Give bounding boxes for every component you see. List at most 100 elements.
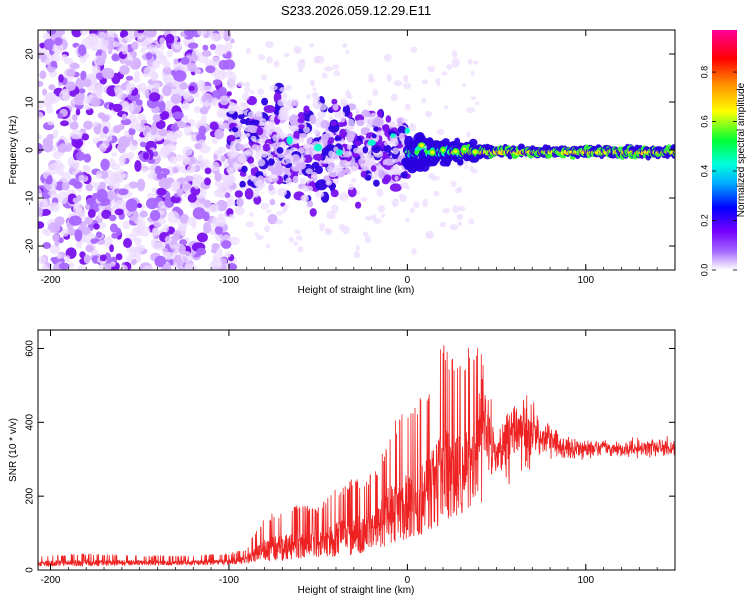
spectral-blob xyxy=(60,120,69,127)
spectral-blob xyxy=(175,154,183,162)
spectral-blob xyxy=(108,158,116,168)
spectral-blob xyxy=(101,140,110,149)
spectral-blob xyxy=(309,114,317,125)
spectral-blob xyxy=(274,160,284,173)
spectral-blob xyxy=(66,228,77,236)
spectral-blob xyxy=(138,82,147,92)
spectral-blob xyxy=(140,47,146,54)
spectral-blob xyxy=(121,43,129,55)
spectral-blob xyxy=(345,49,350,54)
y-tick-label: 0 xyxy=(25,147,36,153)
spectral-blob xyxy=(249,212,254,218)
spectral-blob xyxy=(241,92,250,101)
spectral-blob xyxy=(251,144,259,151)
spectral-blob xyxy=(241,151,247,156)
spectral-blob xyxy=(104,263,112,270)
spectral-blob xyxy=(451,50,458,58)
spectral-blob xyxy=(275,127,282,134)
spectral-blob xyxy=(85,244,95,252)
spectral-blob xyxy=(252,138,257,143)
spectral-blob xyxy=(297,117,305,124)
spectral-blob xyxy=(42,263,48,270)
spectral-blob xyxy=(87,209,96,218)
spectral-blob xyxy=(250,162,256,169)
spectral-blob xyxy=(280,141,286,148)
spectral-blob xyxy=(151,60,161,69)
spectral-blob xyxy=(95,170,102,179)
spectral-blob xyxy=(128,127,136,136)
spectral-blob xyxy=(295,162,307,170)
spectral-blob xyxy=(57,112,63,119)
spectral-blob xyxy=(148,92,161,102)
spectral-blob xyxy=(245,132,251,137)
spectral-blob xyxy=(218,86,227,96)
spectral-blob xyxy=(298,124,305,130)
spectral-blob xyxy=(373,126,379,132)
spectral-blob xyxy=(210,161,220,171)
spectral-blob xyxy=(72,197,80,204)
spectral-blob xyxy=(102,126,109,134)
spectral-blob xyxy=(443,105,449,110)
spectral-blob xyxy=(44,228,52,237)
spectral-blob xyxy=(108,129,115,137)
spectral-blob xyxy=(385,115,392,123)
spectral-blob xyxy=(260,202,269,210)
spectral-blob xyxy=(173,58,179,65)
spectral-blob xyxy=(239,180,246,188)
spectral-blob xyxy=(120,30,129,37)
spectral-blob xyxy=(38,188,42,199)
spectral-blob xyxy=(73,93,84,106)
spectral-blob xyxy=(182,100,189,109)
spectral-blob xyxy=(404,103,411,111)
spectral-blob xyxy=(303,105,310,114)
spectral-blob xyxy=(147,44,158,55)
spectral-blob xyxy=(194,143,202,150)
spectral-blob xyxy=(149,125,158,136)
spectral-blob xyxy=(38,199,48,210)
spectral-blob xyxy=(250,175,256,182)
spectral-blob xyxy=(246,151,252,155)
spectral-blob xyxy=(154,255,167,268)
spectral-blob xyxy=(676,151,678,155)
spectral-blob xyxy=(47,222,61,233)
spectral-blob xyxy=(238,131,247,140)
spectral-blob xyxy=(221,240,232,249)
spectral-blob xyxy=(204,177,211,186)
spectral-blob xyxy=(236,81,245,87)
spectral-blob xyxy=(161,84,172,97)
spectral-blob xyxy=(362,146,369,154)
spectral-blob xyxy=(280,135,285,140)
colorbar-tick-label: 0.8 xyxy=(699,66,709,79)
spectral-blob xyxy=(115,253,123,261)
spectral-blob xyxy=(93,223,100,230)
spectral-blob xyxy=(240,118,247,125)
spectrogram-y-ticks: -20 -10 0 10 20 xyxy=(25,48,675,253)
spectral-blob xyxy=(101,39,109,48)
spectral-blob xyxy=(320,120,330,129)
spectral-blob xyxy=(392,158,399,163)
spectral-blob xyxy=(353,147,360,154)
spectral-blob xyxy=(360,197,368,202)
spectral-blob xyxy=(79,251,86,259)
spectral-blob xyxy=(239,101,246,108)
spectral-blob xyxy=(368,73,374,81)
spectral-blob xyxy=(204,100,210,108)
spectral-blob xyxy=(128,30,139,39)
spectral-blob xyxy=(96,231,102,239)
spectral-blob xyxy=(365,215,373,221)
spectral-blob xyxy=(48,84,56,91)
spectral-blob xyxy=(307,200,314,208)
spectral-blob xyxy=(303,154,313,163)
spectral-blob xyxy=(312,128,320,135)
spectral-blob xyxy=(386,73,392,83)
spectral-blob xyxy=(164,235,172,244)
spectral-blob xyxy=(390,93,398,102)
spectral-blob xyxy=(255,234,264,241)
spectral-blob xyxy=(245,221,255,228)
spectral-blob xyxy=(103,116,109,122)
spectral-blob xyxy=(169,235,178,245)
spectral-blob xyxy=(288,236,295,243)
spectral-blob xyxy=(266,209,272,214)
spectral-blob xyxy=(162,60,171,69)
spectral-blob xyxy=(47,120,55,126)
